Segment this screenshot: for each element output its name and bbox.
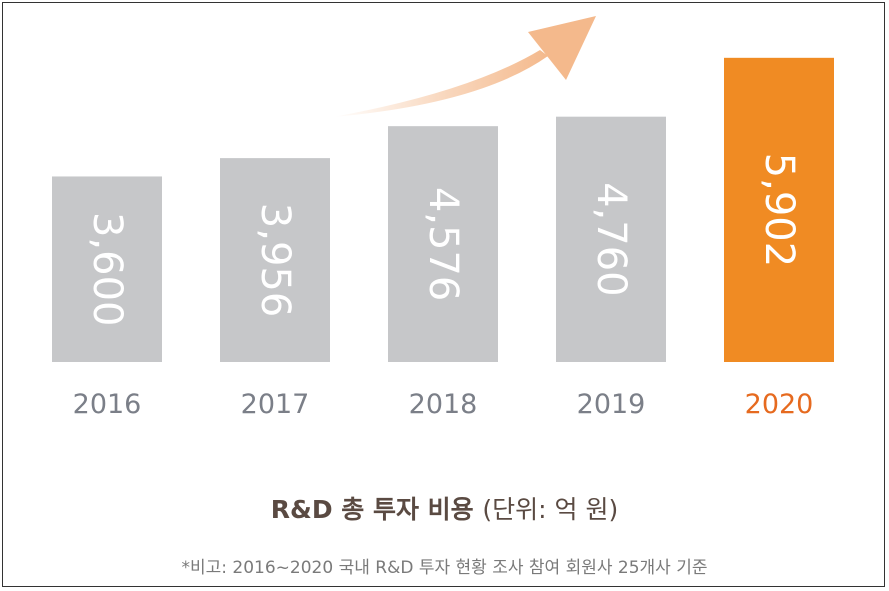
bar-2017 <box>220 158 330 362</box>
x-tick-label-2016: 2016 <box>73 389 142 420</box>
bar-2016 <box>52 176 162 362</box>
chart-title: R&D 총 투자 비용 (단위: 억 원) <box>0 490 889 526</box>
x-tick-label-2020: 2020 <box>745 389 814 420</box>
bar-value-label-2017: 3,956 <box>252 203 298 318</box>
chart-title-text: R&D 총 투자 비용 <box>270 495 474 524</box>
bar-value-label-2020: 5,902 <box>756 153 802 268</box>
trend-up-arrow-icon <box>333 16 596 117</box>
chart-note: *비고: 2016~2020 국내 R&D 투자 현황 조사 참여 회원사 25… <box>181 558 708 578</box>
bar-2018 <box>388 126 498 362</box>
bar-value-label-2018: 4,576 <box>420 187 466 302</box>
bar-value-label-2019: 4,760 <box>588 182 634 297</box>
chart-title-unit: (단위: 억 원) <box>482 495 619 524</box>
x-tick-label-2017: 2017 <box>241 389 310 420</box>
x-tick-label-2019: 2019 <box>577 389 646 420</box>
x-tick-label-2018: 2018 <box>409 389 478 420</box>
bar-2019 <box>556 116 666 362</box>
bar-value-label-2016: 3,600 <box>84 212 130 327</box>
bar-2020 <box>724 57 834 362</box>
